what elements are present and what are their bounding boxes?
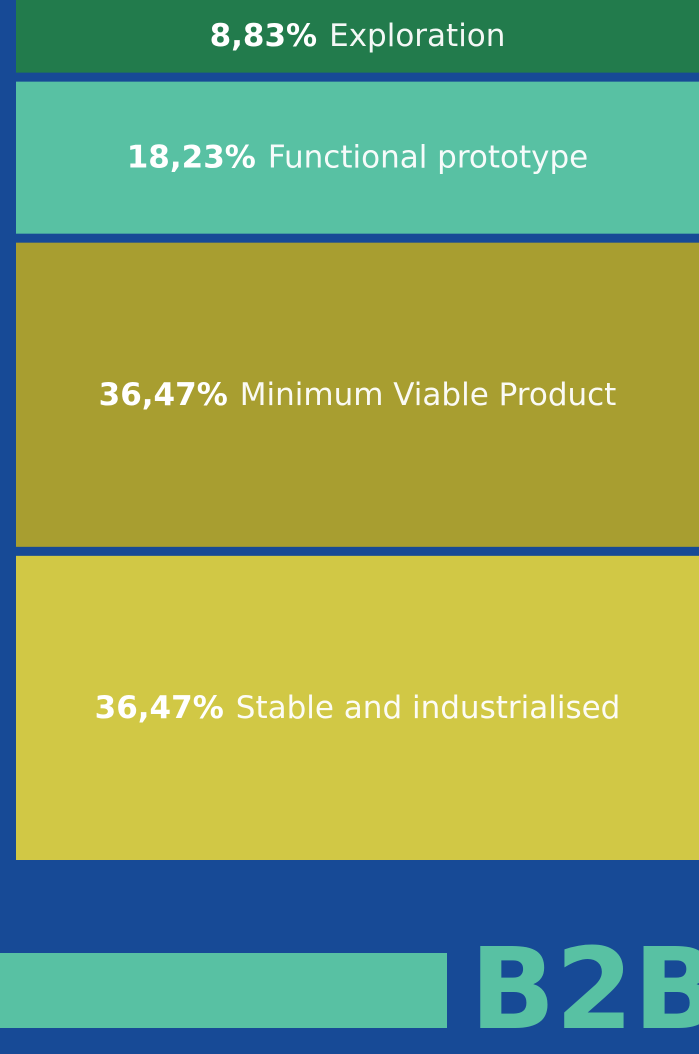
segment-name: Functional prototype [268, 139, 588, 175]
segment [16, 555, 699, 860]
segment-name: Minimum Viable Product [240, 376, 617, 412]
segment-name: Stable and industrialised [236, 689, 621, 725]
segment-label: 18,23% Functional prototype [127, 139, 589, 175]
footer-label: B2B [470, 925, 699, 1054]
segment-name: Exploration [329, 17, 505, 53]
segment-value: 36,47% [99, 376, 228, 412]
segment-label: 36,47% Stable and industrialised [95, 689, 621, 725]
segment-value: 36,47% [95, 689, 224, 725]
segment-label: 8,83% Exploration [210, 17, 506, 53]
segment [16, 0, 699, 73]
segment [16, 242, 699, 547]
segment [16, 81, 699, 234]
segment-label: 36,47% Minimum Viable Product [99, 376, 617, 412]
segment-value: 8,83% [210, 17, 318, 53]
segment-value: 18,23% [127, 139, 256, 175]
footer-bar [0, 953, 447, 1028]
